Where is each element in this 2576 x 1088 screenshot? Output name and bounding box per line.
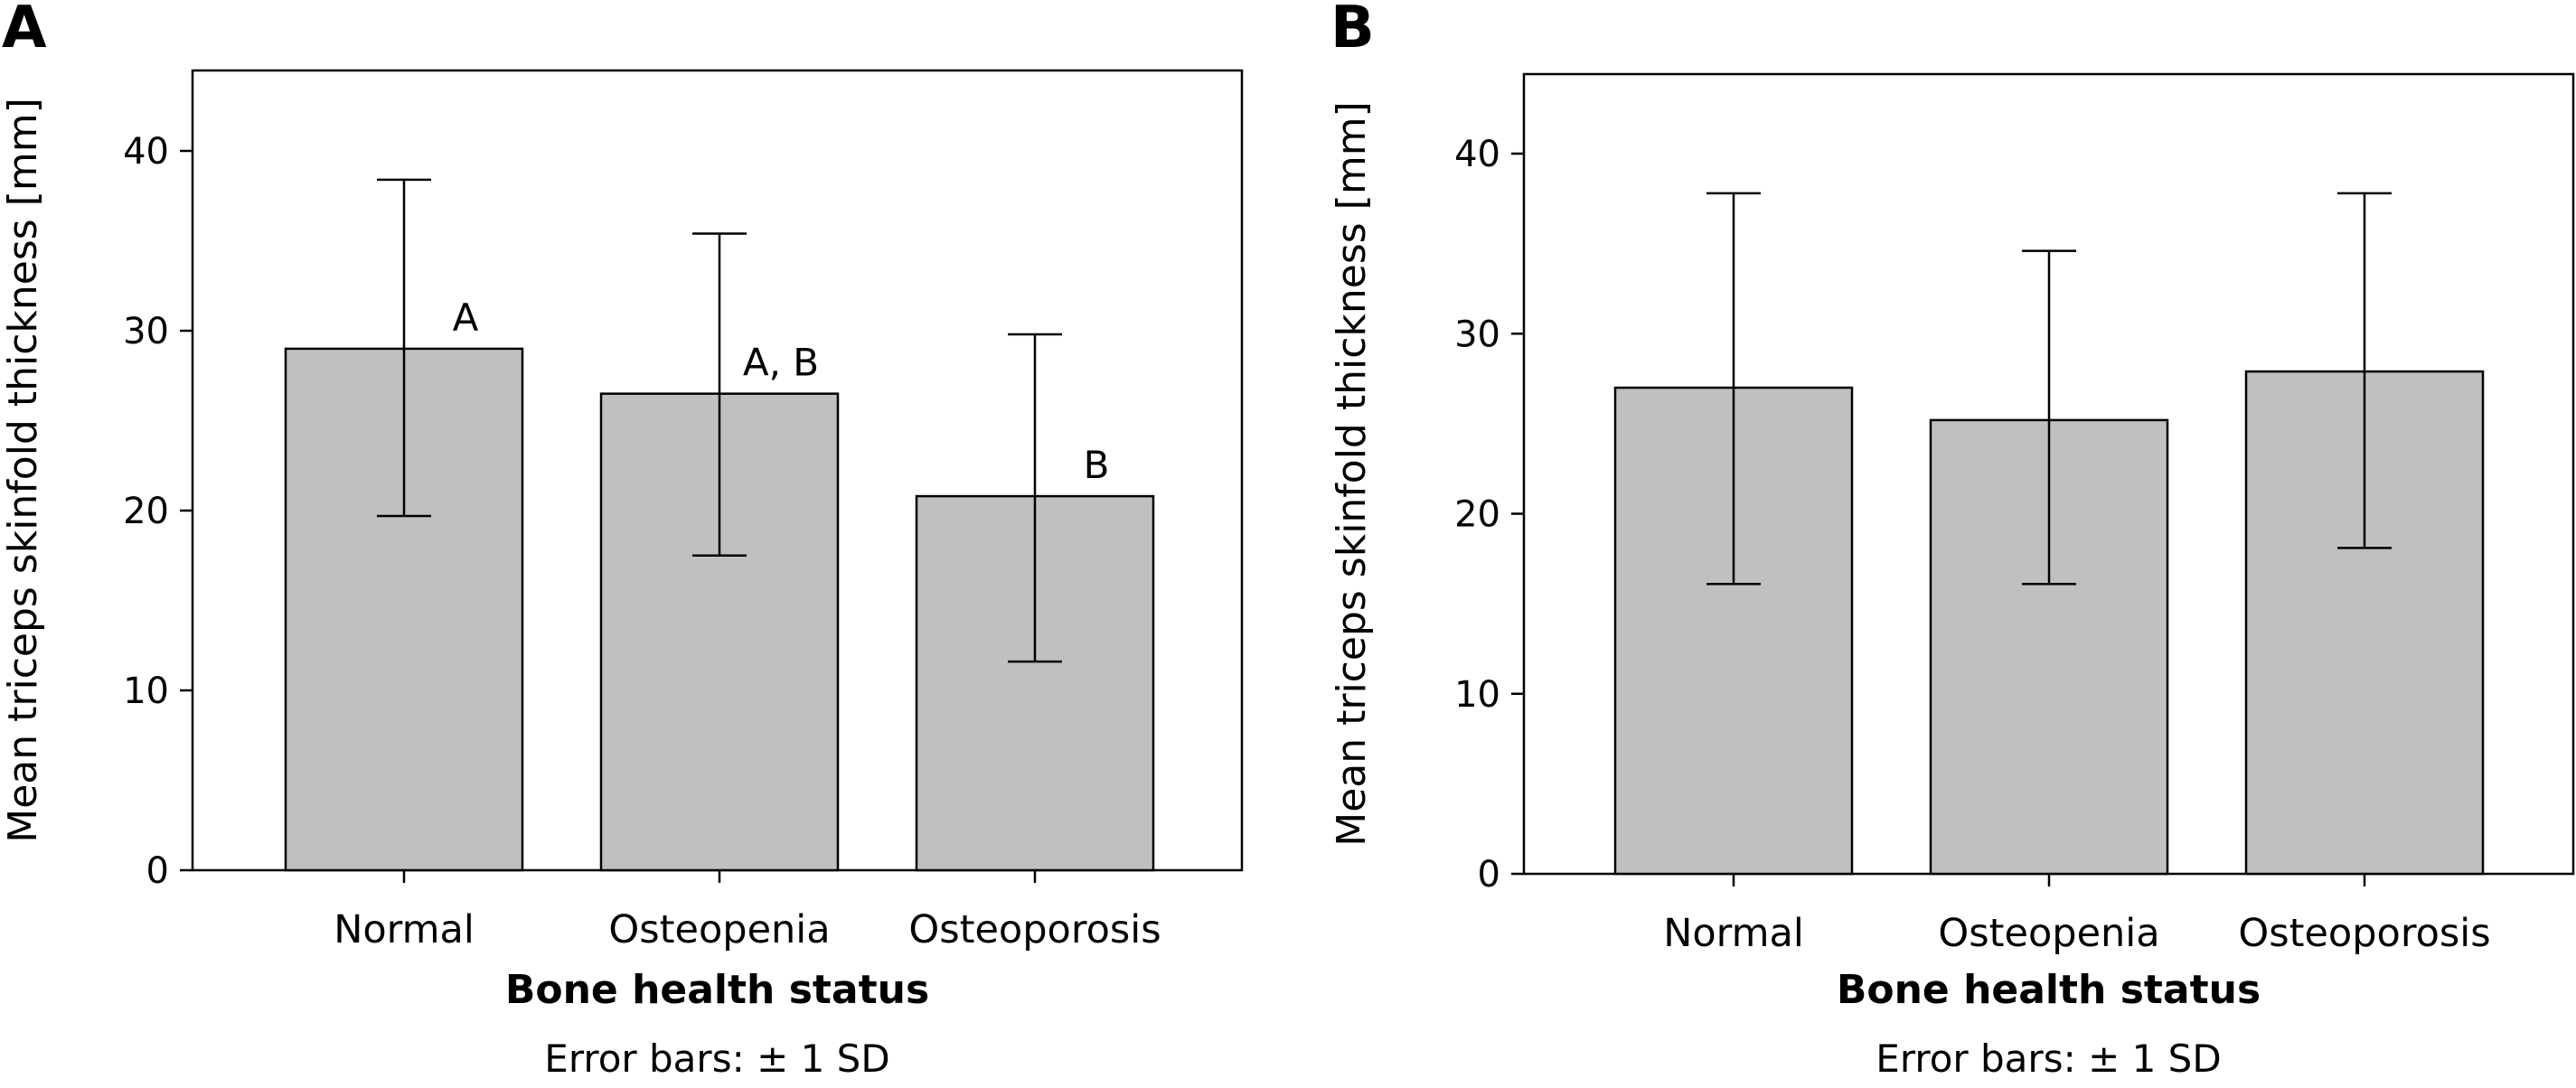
x-axis-label: Bone health status (505, 967, 929, 1013)
significance-letter: A, B (743, 341, 819, 385)
y-tick-label: 0 (1478, 854, 1500, 896)
x-category-label: Osteoporosis (2238, 911, 2490, 956)
x-category-label: Osteopenia (608, 907, 830, 952)
error-bar-note: Error bars: ± 1 SD (1876, 1036, 2221, 1081)
significance-letter: A (453, 295, 479, 340)
y-tick-label: 40 (123, 131, 169, 173)
x-category-label: Osteopenia (1938, 911, 2159, 956)
y-tick-label: 10 (1454, 674, 1500, 716)
y-axis-label: Mean triceps skinfold thickness [mm] (0, 98, 46, 842)
y-tick-label: 40 (1454, 134, 1500, 175)
y-axis-label: Mean triceps skinfold thickness [mm] (1329, 101, 1375, 846)
x-category-label: Normal (334, 907, 475, 952)
significance-letter: B (1084, 443, 1110, 487)
error-bar-note: Error bars: ± 1 SD (544, 1036, 889, 1081)
x-axis-label: Bone health status (1837, 967, 2261, 1013)
y-tick-label: 0 (146, 850, 169, 892)
panel-letter: B (1330, 0, 1375, 61)
y-tick-label: 20 (1454, 494, 1500, 536)
chart-panel-a: A 0 10 20 30 40 Mean triceps skinfold thicknes… (0, 0, 1244, 1081)
x-category-label: Osteoporosis (908, 907, 1161, 952)
x-category-label: Normal (1663, 911, 1804, 956)
y-tick-label: 20 (123, 491, 169, 532)
y-tick-label: 10 (123, 671, 169, 712)
y-tick-label: 30 (123, 311, 169, 352)
chart-panel-b: B 0 10 20 30 40 Mean triceps skinfold thicknes… (1329, 0, 2575, 1081)
y-tick-label: 30 (1454, 314, 1500, 355)
panel-letter: A (2, 0, 47, 61)
